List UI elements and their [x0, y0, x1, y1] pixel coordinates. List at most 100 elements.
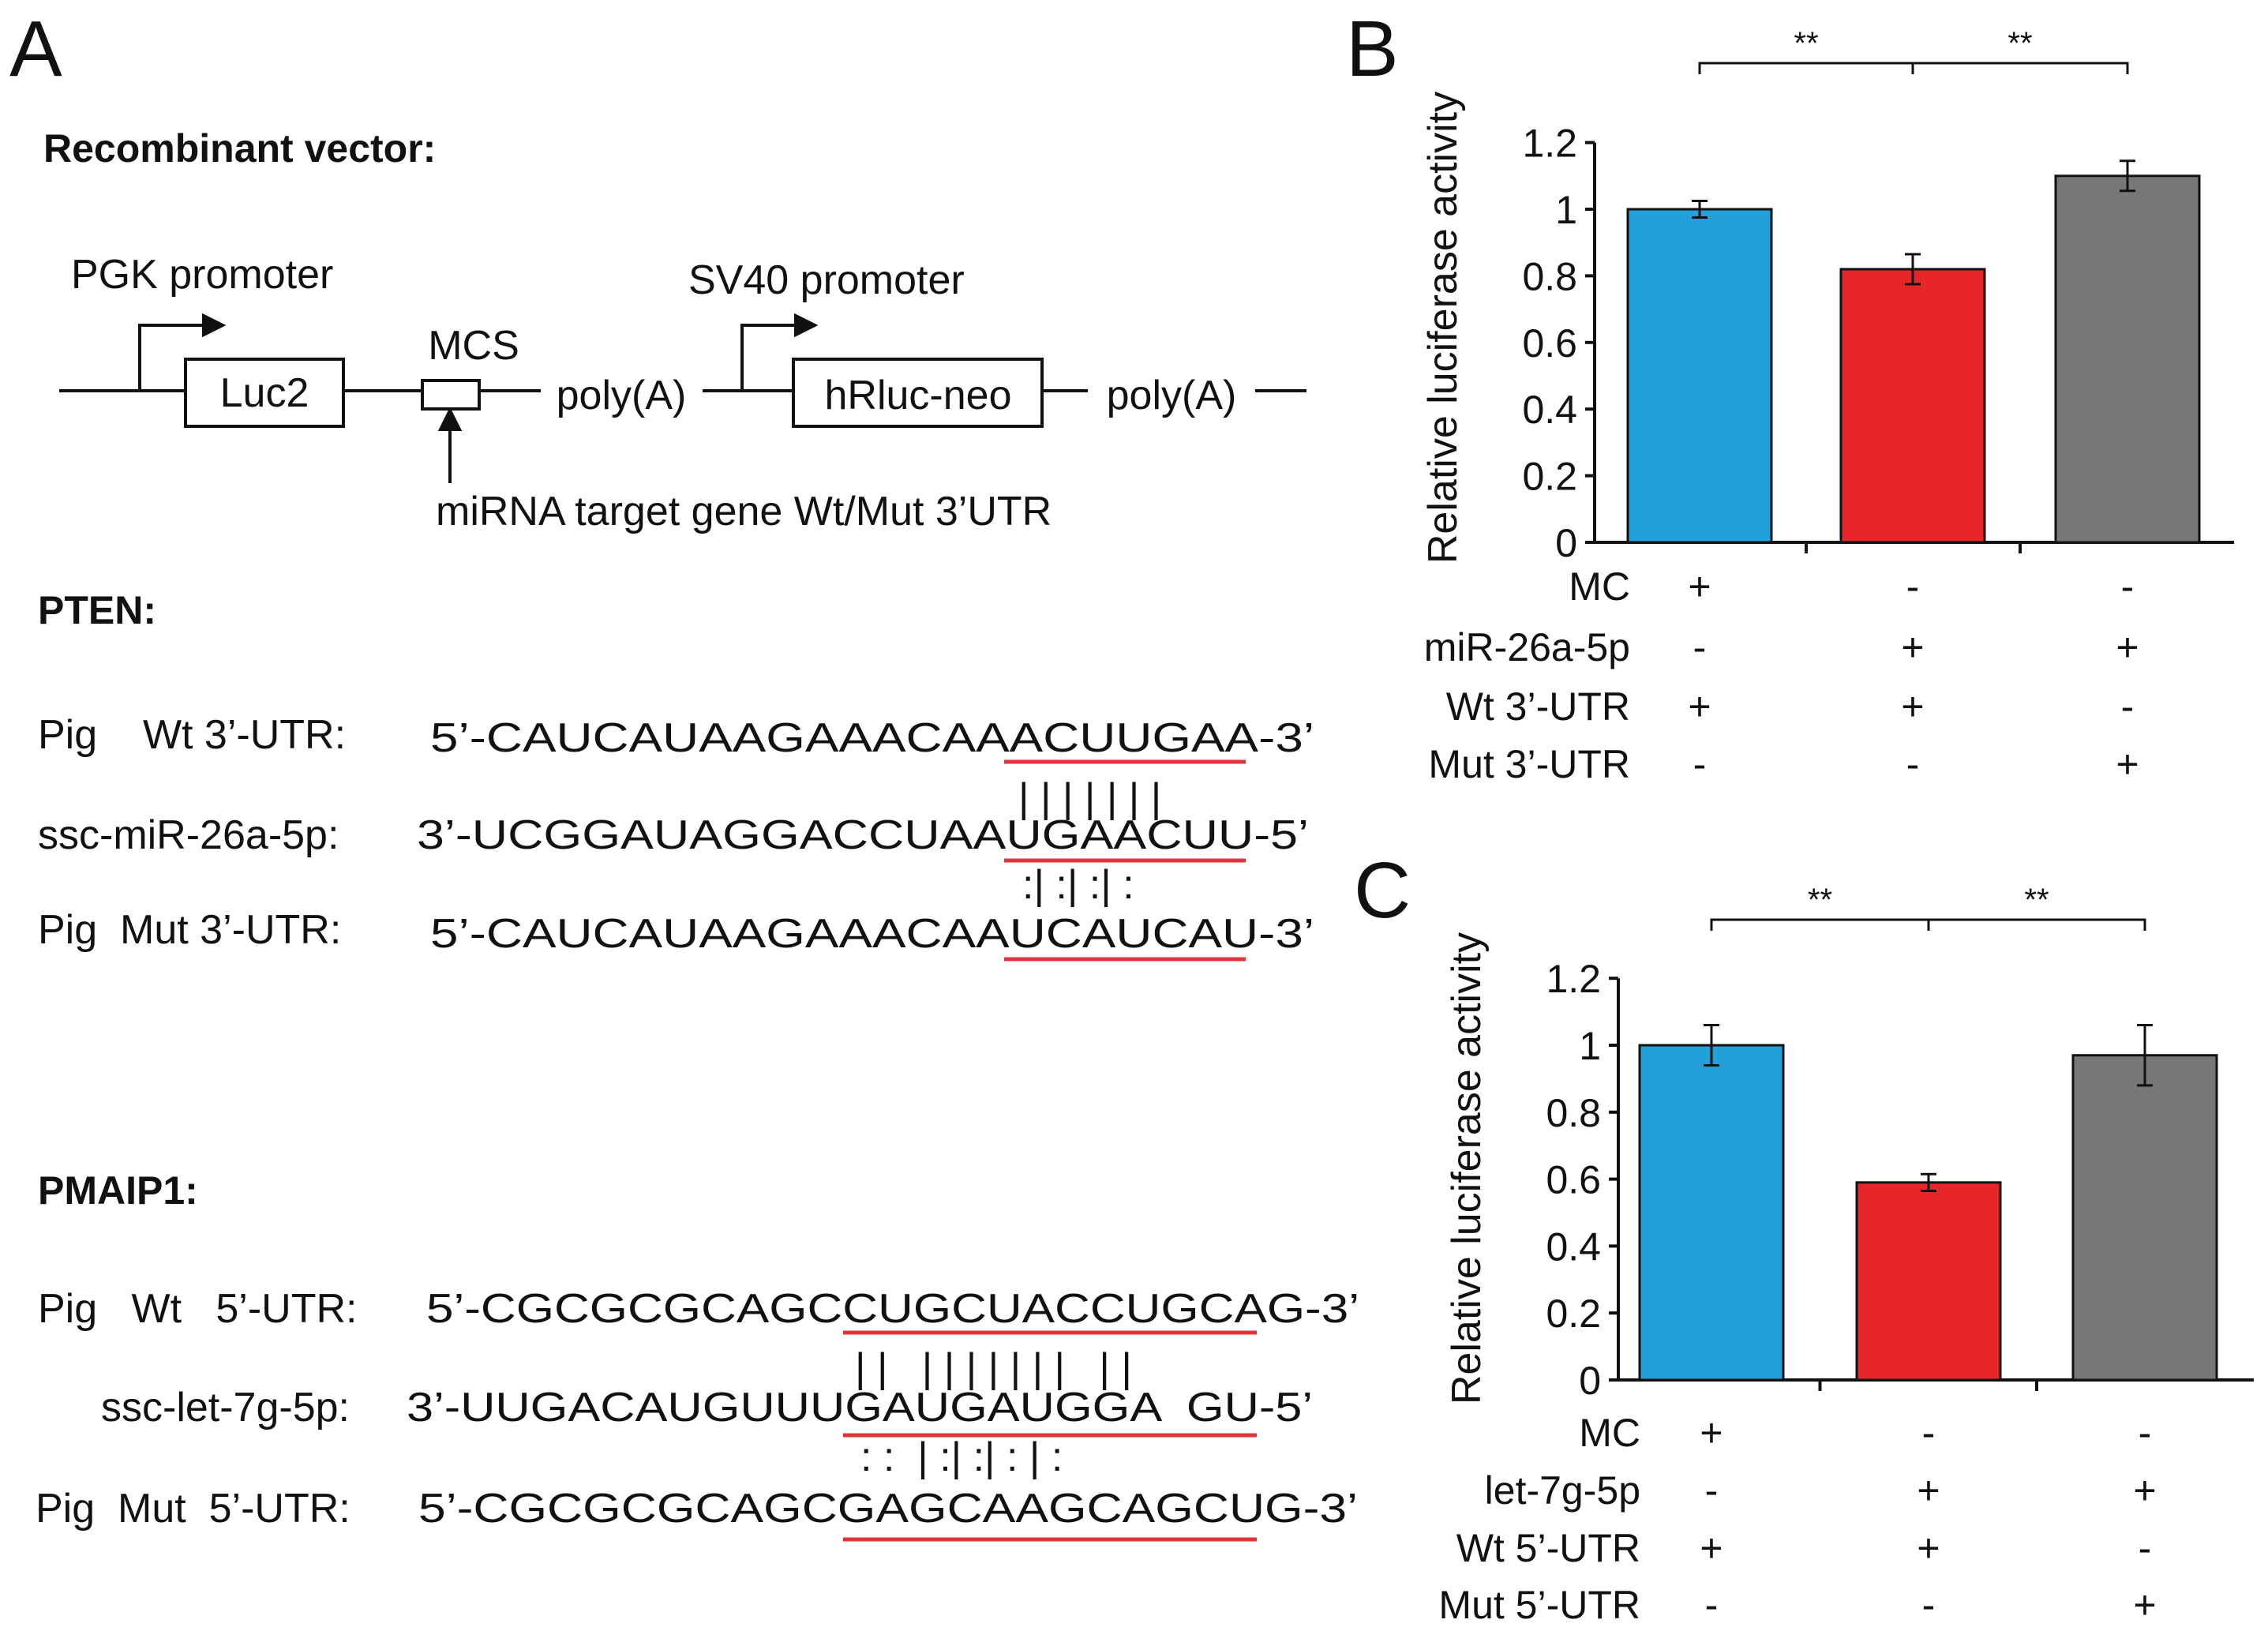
pten-pairs-bottom: :| :| :| :: [1022, 862, 1134, 908]
pten-wt-label: Pig Wt 3’-UTR:: [38, 712, 346, 758]
condition-mark: +: [2133, 1583, 2156, 1627]
vector-diagram: [59, 313, 1306, 483]
vector-title: Recombinant vector:: [43, 126, 436, 171]
bar: [1855, 1181, 2002, 1382]
y-tick-label: 0.6: [1522, 321, 1577, 366]
condition-mark: -: [1693, 742, 1707, 786]
y-tick-label: 0.8: [1522, 254, 1577, 298]
pgk-arrow: [138, 324, 205, 391]
y-tick-label: 0: [1555, 521, 1577, 565]
y-tick-label: 1: [1555, 188, 1577, 232]
condition-mark: +: [1901, 625, 1924, 669]
pmaip1-mir-seq: 3’-UUGACAUGUUUGAUGAUGGA GU-5’: [407, 1385, 1313, 1430]
condition-mark: -: [1693, 625, 1707, 669]
panel-a: A Recombinant vector: PGK promoter SV40 …: [9, 5, 1359, 1542]
pmaip1-mut-label: Pig Mut 5’-UTR:: [36, 1486, 351, 1532]
condition-label: Wt 5’-UTR: [1456, 1526, 1640, 1570]
condition-mark: +: [1917, 1526, 1940, 1570]
pten-pairs-top: | | | | | | |: [1018, 775, 1161, 821]
pmaip1-wt-seq: 5’-CGCGCGCAGCCUGCUACCUGCAG-3’: [426, 1286, 1359, 1332]
polya-label-2: poly(A): [1107, 373, 1237, 418]
pgk-promoter-label: PGK promoter: [71, 252, 333, 298]
pmaip1-mir-label: ssc-let-7g-5p:: [101, 1385, 350, 1430]
significance-bracket: [1911, 62, 2129, 74]
condition-mark: -: [1922, 1583, 1936, 1627]
condition-mark: -: [1906, 742, 1920, 786]
condition-mark: -: [2139, 1526, 2152, 1570]
significance-label: **: [2024, 883, 2049, 917]
y-tick-label: 0.8: [1546, 1091, 1601, 1135]
bar: [1626, 208, 1773, 544]
bar: [1638, 1044, 1785, 1382]
condition-label: let-7g-5p: [1485, 1468, 1640, 1513]
pten-wt-seq: 5’-CAUCAUAAGAAACAAACUUGAA-3’: [430, 715, 1314, 761]
significance-label: **: [2007, 26, 2032, 61]
condition-mark: +: [2116, 742, 2139, 786]
y-tick-label: 0.2: [1546, 1292, 1601, 1336]
pmaip1-pairs-top: | | | | | | | | | | |: [855, 1345, 1132, 1391]
panel-b-letter: B: [1346, 5, 1399, 93]
pmaip1-title: PMAIP1:: [38, 1168, 198, 1213]
condition-mark: +: [1688, 564, 1711, 609]
pmaip1-wt-label: Pig Wt 5’-UTR:: [38, 1286, 357, 1332]
condition-label: Mut 3’-UTR: [1428, 742, 1630, 786]
polya-label-1: poly(A): [557, 373, 687, 418]
panel-a-letter: A: [9, 5, 62, 93]
y-tick-label: 0.4: [1522, 388, 1577, 432]
condition-mark: +: [2133, 1468, 2156, 1513]
pten-mut-seq: 5’-CAUCAUAAGAAACAAUCAUCAU-3’: [430, 911, 1314, 957]
target-arrowhead: [437, 407, 463, 431]
luc2-box: [184, 358, 345, 428]
pten-mir-seq: 3’-UCGGAUAGGACCUAAUGAACUU-5’: [417, 812, 1309, 858]
condition-mark: -: [2121, 564, 2135, 609]
condition-label: MC: [1579, 1411, 1640, 1455]
y-tick-label: 1.2: [1546, 957, 1601, 1001]
significance-label: **: [1794, 26, 1818, 61]
y-tick-label: 1: [1579, 1024, 1601, 1068]
y-tick-label: 1.2: [1522, 122, 1577, 166]
condition-mark: -: [2139, 1411, 2152, 1455]
condition-label: miR-26a-5p: [1424, 625, 1630, 669]
condition-label: MC: [1569, 564, 1630, 609]
y-axis-title: Relative luciferase activity: [1444, 932, 1490, 1404]
pten-mir-label: ssc-miR-26a-5p:: [38, 812, 339, 858]
bar: [1839, 268, 1986, 544]
condition-mark: +: [1688, 684, 1711, 729]
y-axis-title: Relative luciferase activity: [1420, 92, 1466, 564]
luc2-label: Luc2: [220, 370, 309, 416]
condition-label: Wt 3’-UTR: [1446, 684, 1630, 729]
y-tick-label: 0.2: [1522, 455, 1577, 499]
mcs-box: [421, 379, 481, 411]
condition-mark: +: [1917, 1468, 1940, 1513]
target-gene-label: miRNA target gene Wt/Mut 3’UTR: [436, 489, 1052, 534]
chart-c: 0 0.2 0.4 0.6 0.8 1 1.2 Relative luciferase act…: [1438, 883, 2254, 1627]
mcs-label: MCS: [428, 323, 519, 369]
chart-b: 0 0.2 0.4 0.6 0.8 1 1.2 Relative luciferase act…: [1420, 26, 2234, 786]
pmaip1-pairs-bottom: : : | :| :| : | :: [860, 1434, 1063, 1480]
condition-label: Mut 5’-UTR: [1438, 1583, 1640, 1627]
significance-label: **: [1808, 883, 1832, 917]
condition-mark: -: [1705, 1468, 1719, 1513]
significance-bracket: [1710, 918, 1930, 931]
bar: [2071, 1054, 2218, 1382]
sv40-arrow: [740, 324, 797, 391]
y-tick-label: 0.4: [1546, 1224, 1601, 1269]
pten-mut-label: Pig Mut 3’-UTR:: [38, 907, 341, 953]
condition-mark: +: [1901, 684, 1924, 729]
pgk-arrowhead: [202, 313, 227, 338]
hrluc-label: hRluc-neo: [824, 373, 1011, 418]
condition-mark: -: [1906, 564, 1920, 609]
hrluc-box: [792, 358, 1044, 428]
condition-mark: +: [2116, 625, 2139, 669]
condition-mark: -: [1705, 1583, 1719, 1627]
y-tick-label: 0: [1579, 1359, 1601, 1403]
pmaip1-mut-seq: 5’-CGCGCGCAGCGAGCAAGCAGCUG-3’: [418, 1486, 1358, 1532]
condition-mark: +: [1700, 1411, 1723, 1455]
panel-c-letter: C: [1354, 846, 1411, 935]
significance-bracket: [1698, 62, 1914, 74]
condition-mark: +: [1700, 1526, 1723, 1570]
condition-mark: -: [1922, 1411, 1936, 1455]
sv40-promoter-label: SV40 promoter: [688, 257, 965, 303]
y-tick-label: 0.6: [1546, 1158, 1601, 1202]
